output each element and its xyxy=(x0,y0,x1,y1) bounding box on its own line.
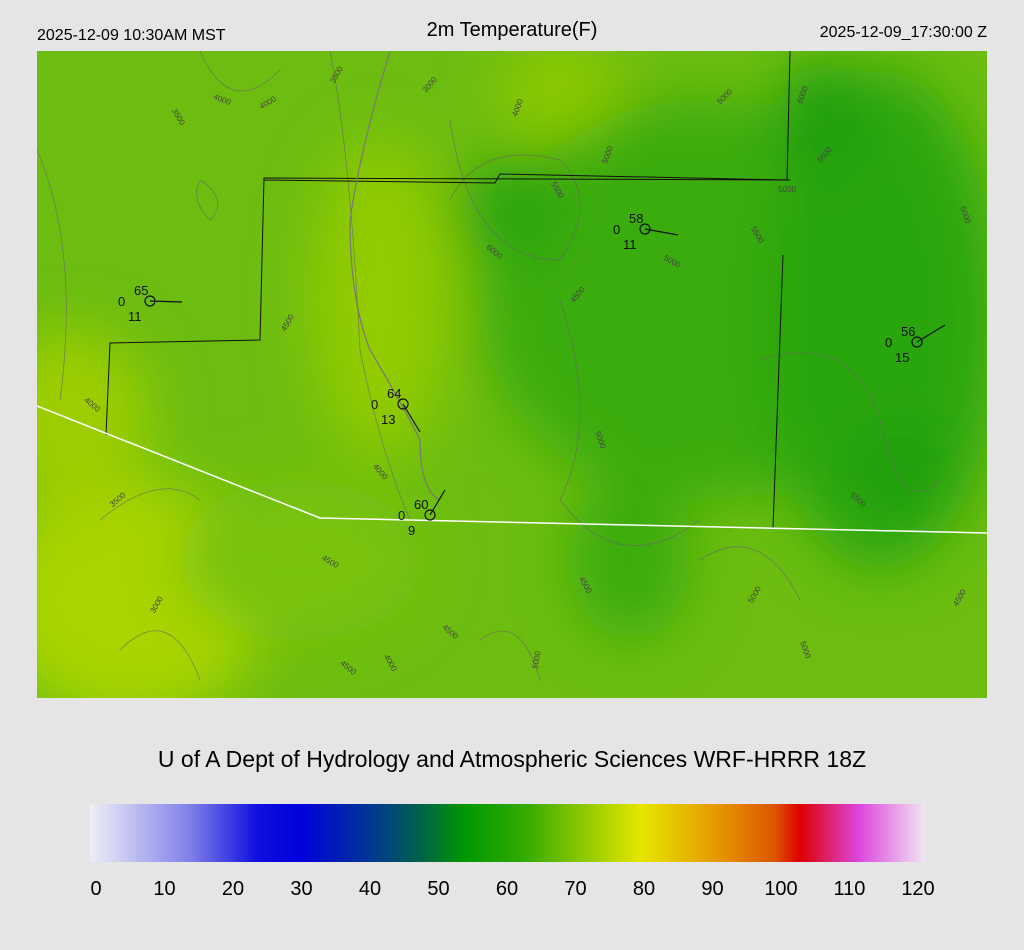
colorbar-tick-label: 50 xyxy=(427,878,449,900)
valid-utc: 2025-12-09_17:30:00 Z xyxy=(820,24,987,41)
station-temp: 65 xyxy=(134,283,148,298)
colorbar-tick-label: 90 xyxy=(701,878,723,900)
credit: U of A Dept of Hydrology and Atmospheric… xyxy=(158,746,866,772)
station-circle xyxy=(397,398,409,410)
colorbar-tick-label: 80 xyxy=(633,878,655,900)
station-left: 0 xyxy=(118,294,125,309)
colorbar xyxy=(90,804,925,862)
contour-label: 5000 xyxy=(531,650,543,670)
station-temp: 58 xyxy=(629,211,643,226)
colorbar-tick-label: 120 xyxy=(901,878,934,900)
colorbar-tick-label: 100 xyxy=(764,878,797,900)
colorbar-tick-label: 40 xyxy=(359,878,381,900)
colorbar-tick-label: 70 xyxy=(564,878,586,900)
wind-barb xyxy=(429,489,446,516)
colorbar-tick-label: 20 xyxy=(222,878,244,900)
station-temp: 64 xyxy=(387,386,401,401)
colorbar-tick-label: 110 xyxy=(834,878,866,900)
colorbar-tick-label: 60 xyxy=(496,878,518,900)
station-bottom: 9 xyxy=(408,523,415,538)
station-bottom: 11 xyxy=(623,237,637,252)
map-title: 2m Temperature(F) xyxy=(427,19,598,41)
station-bottom: 13 xyxy=(381,412,395,427)
station-circle xyxy=(911,336,923,348)
station-circle xyxy=(424,509,436,521)
wind-barb xyxy=(149,300,183,303)
station-bottom: 11 xyxy=(128,309,142,324)
colorbar-tick-label: 0 xyxy=(90,878,101,900)
station-temp: 56 xyxy=(901,324,915,339)
wind-barb xyxy=(402,403,421,433)
station-bottom: 15 xyxy=(895,350,909,365)
station-temp: 60 xyxy=(414,497,428,512)
valid-local: 2025-12-09 10:30AM MST xyxy=(37,27,226,44)
station-left: 0 xyxy=(613,222,620,237)
contour-label: 5000 xyxy=(778,185,796,194)
wind-barb xyxy=(916,324,946,343)
station-left: 0 xyxy=(371,397,378,412)
station-circle xyxy=(639,223,651,235)
colorbar-tick-label: 10 xyxy=(153,878,175,900)
station-left: 0 xyxy=(885,335,892,350)
wind-barb xyxy=(644,228,679,236)
colorbar-tick-label: 30 xyxy=(290,878,312,900)
station-left: 0 xyxy=(398,508,405,523)
